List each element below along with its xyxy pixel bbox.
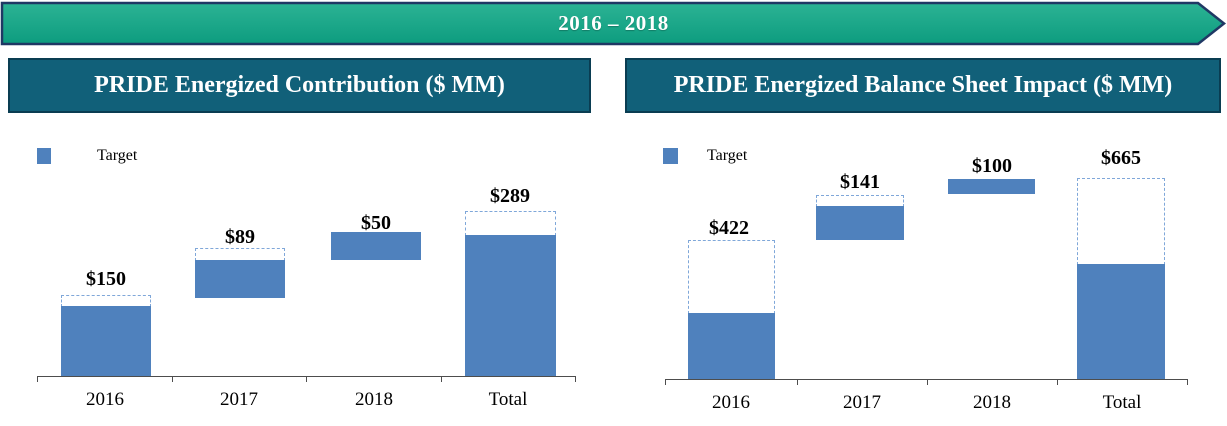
- right-bar-2016: [688, 313, 775, 379]
- right-value-label-2017: $141: [840, 171, 880, 193]
- left-value-label-total: $289: [490, 185, 530, 207]
- left-x-axis-tick: [575, 376, 576, 382]
- right-bar-total: [1077, 264, 1165, 379]
- arrow-shape: [0, 1, 1227, 46]
- left-category-label-2017: 2017: [220, 389, 258, 410]
- left-value-label-2018: $50: [361, 212, 391, 234]
- right-x-axis-tick: [797, 379, 798, 385]
- left-legend-target-label: Target: [97, 147, 138, 164]
- right-x-axis-tick: [927, 379, 928, 385]
- right-legend-target-swatch: [663, 148, 678, 164]
- right-value-label-total: $665: [1101, 147, 1141, 169]
- right-bar-dashed-outline-2016: [688, 240, 775, 314]
- left-x-axis-tick: [172, 376, 173, 382]
- right-bar-2018: [948, 179, 1035, 194]
- left-category-label-2018: 2018: [355, 389, 393, 410]
- right-x-axis: [665, 379, 1187, 380]
- left-legend-target-swatch: [37, 148, 51, 164]
- right-value-label-2016: $422: [709, 217, 749, 239]
- left-x-axis-tick: [441, 376, 442, 382]
- left-category-label-2016: 2016: [86, 389, 124, 410]
- left-bar-2016: [61, 306, 151, 376]
- left-value-label-2017: $89: [225, 226, 255, 248]
- right-category-label-total: Total: [1102, 392, 1142, 413]
- left-bar-2017: [195, 260, 285, 298]
- left-x-axis-tick: [306, 376, 307, 382]
- left-chart-title: PRIDE Energized Contribution ($ MM): [8, 58, 591, 113]
- left-x-axis-tick: [37, 376, 38, 382]
- left-value-label-2016: $150: [86, 268, 126, 290]
- right-category-label-2016: 2016: [712, 392, 750, 413]
- right-chart-title: PRIDE Energized Balance Sheet Impact ($ …: [625, 58, 1221, 113]
- right-value-label-2018: $100: [972, 155, 1012, 177]
- timeline-banner-arrow: 2016 – 2018: [0, 0, 1227, 47]
- left-category-label-total: Total: [488, 389, 528, 410]
- right-x-axis-tick: [1057, 379, 1058, 385]
- right-legend-target-label: Target: [707, 147, 748, 164]
- right-category-label-2018: 2018: [973, 392, 1011, 413]
- right-x-axis-tick: [1187, 379, 1188, 385]
- right-category-label-2017: 2017: [843, 392, 881, 413]
- left-bar-dashed-outline-total: [465, 211, 556, 236]
- timeline-banner-label: 2016 – 2018: [558, 11, 669, 35]
- right-bar-dashed-outline-total: [1077, 178, 1165, 265]
- left-bar-2018: [331, 232, 421, 260]
- right-bar-2017: [816, 206, 904, 240]
- right-x-axis-tick: [665, 379, 666, 385]
- left-bar-total: [465, 235, 556, 376]
